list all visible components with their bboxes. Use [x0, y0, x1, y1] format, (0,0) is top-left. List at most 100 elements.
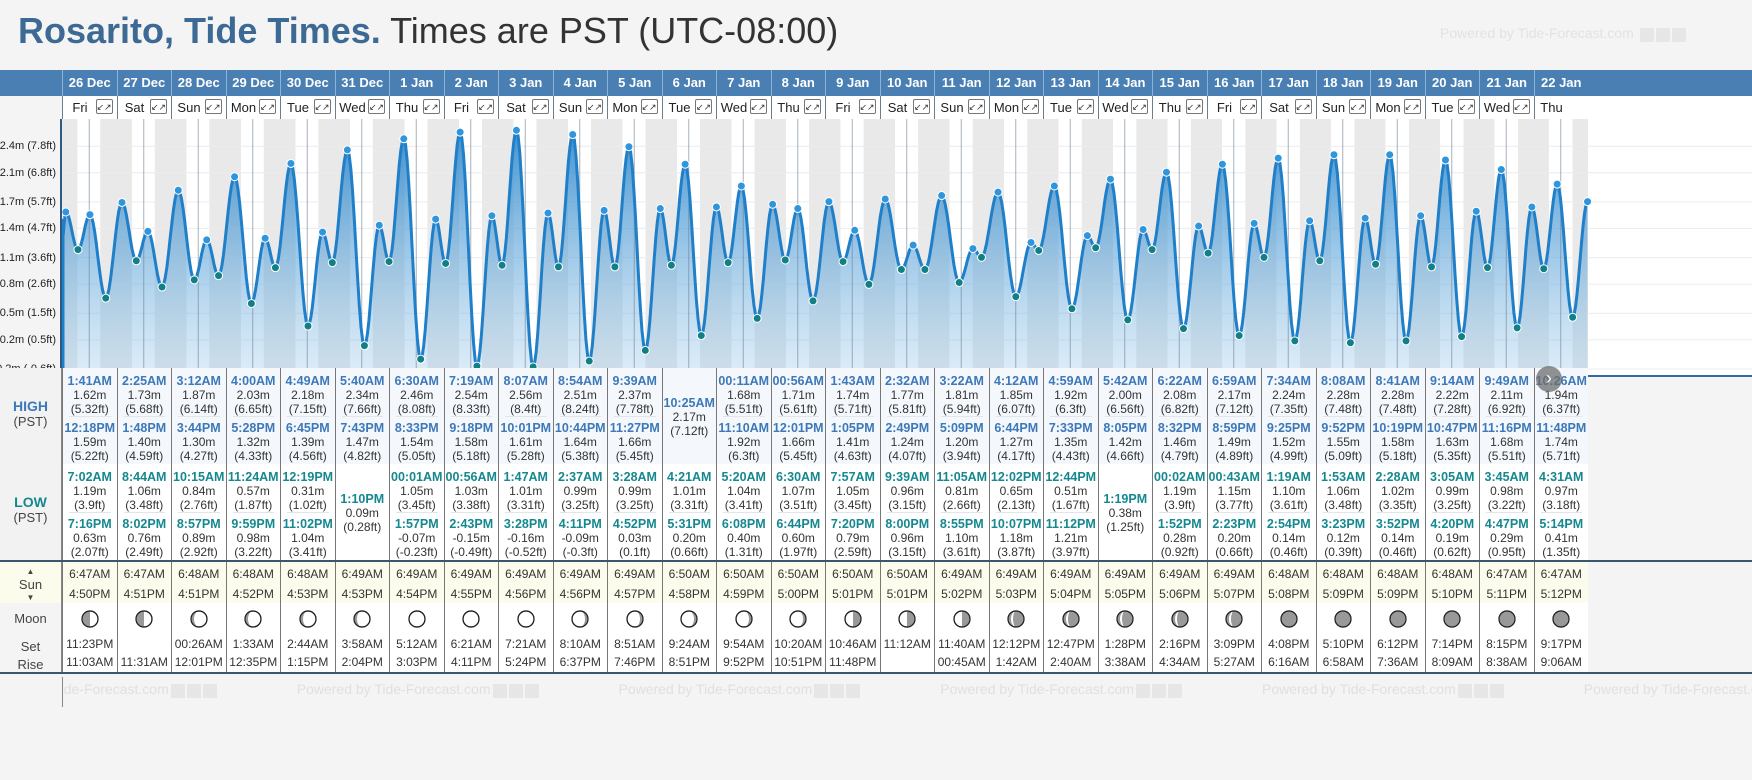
low-tide-height-ft: (2.76ft) [179, 498, 218, 512]
moonrise-time: 7:46PM [614, 655, 656, 669]
high-tide-entry: 8:32PM 1.46m (4.79ft) [1153, 421, 1207, 463]
high-tide-point [342, 145, 352, 155]
expand-day-button[interactable]: ↙↗ [804, 99, 821, 114]
sun-cell: 6:48AM 5:09PM [1315, 562, 1370, 603]
expand-day-button[interactable]: ↙↗ [1022, 99, 1039, 114]
high-tide-entry: 7:43PM 1.47m (4.82ft) [336, 421, 390, 463]
expand-day-button[interactable]: ↙↗ [150, 99, 167, 114]
moon-cell: 4:08PM 6:16AM [1261, 603, 1316, 673]
y-axis-label: 1.7m (5.7ft) [0, 195, 56, 208]
sunset-time: 5:03PM [995, 587, 1037, 601]
date-header: 14 Jan [1097, 70, 1153, 96]
high-tide-cell: 3:12AM 1.87m (6.14ft) 3:44PM 1.30m (4.27ft) [171, 368, 226, 464]
low-tide-point [1512, 323, 1522, 333]
low-tide-height-ft: (3.15ft) [888, 545, 927, 559]
expand-day-button[interactable]: ↙↗ [913, 99, 930, 114]
low-tide-point [1457, 332, 1467, 342]
moonrise-time: 8:09AM [1431, 655, 1473, 669]
expand-day-button[interactable]: ↙↗ [858, 99, 876, 114]
expand-day-button[interactable]: ↙↗ [531, 99, 549, 114]
low-tide-height-m: 1.06m [1326, 484, 1360, 498]
moonset-time: 5:12AM [396, 637, 438, 651]
high-tide-height-ft: (5.32ft) [70, 402, 109, 416]
weekday-cell: Wed ↙↗ [716, 96, 771, 119]
expand-day-button[interactable]: ↙↗ [95, 99, 113, 114]
low-tide-time: 4:47PM [1484, 517, 1529, 531]
high-tide-height-ft: (4.79ft) [1160, 449, 1199, 463]
expand-day-button[interactable]: ↙↗ [422, 99, 440, 114]
low-tide-height-m: 0.20m [672, 531, 706, 545]
expand-day-button[interactable]: ↙↗ [749, 99, 767, 114]
weekday-label: Fri [835, 100, 851, 115]
high-tide-entry: 11:48PM 1.74m (5.71ft) [1535, 421, 1589, 463]
sun-cell: 6:50AM 4:58PM [661, 562, 716, 603]
low-tide-entry: 7:57AM 1.05m (3.45ft) [826, 470, 880, 512]
entry-separator [450, 416, 492, 417]
moon-cell: 8:15PM 8:38AM [1479, 603, 1534, 673]
entry-separator [668, 512, 710, 513]
low-tide-cell: 00:43AM 1.15m (3.77ft) 2:23PM 0.20m (0.66ft) [1206, 464, 1261, 560]
low-tide-height-ft: (1.35ft) [1542, 545, 1581, 559]
expand-day-button[interactable]: ↙↗ [259, 99, 276, 114]
expand-day-button[interactable]: ↙↗ [477, 99, 494, 114]
expand-day-button[interactable]: ↙↗ [1349, 99, 1366, 114]
low-tide-entry: 4:52PM 0.03m (0.1ft) [608, 517, 662, 559]
high-tide-height-m: 1.55m [1326, 435, 1360, 449]
low-tide-height-ft: (1.25ft) [1106, 520, 1145, 534]
low-tide-height-ft: (1.02ft) [288, 498, 327, 512]
low-tide-time: 8:55PM [939, 517, 984, 531]
high-tide-height-ft: (4.56ft) [288, 449, 327, 463]
expand-day-button[interactable]: ↙↗ [1240, 99, 1257, 114]
sunrise-time: 6:49AM [505, 567, 547, 581]
low-tide-height-m: 0.79m [836, 531, 870, 545]
high-tide-entry: 3:22AM 1.81m (5.94ft) [935, 374, 989, 416]
low-tide-entry: 3:52PM 0.14m (0.46ft) [1371, 517, 1425, 559]
high-tide-height-m: 2.46m [400, 388, 434, 402]
sunrise-time: 6:48AM [1377, 567, 1419, 581]
expand-day-button[interactable]: ↙↗ [1185, 99, 1203, 114]
weekday-cell: Thu ↙↗ [770, 96, 826, 119]
expand-day-button[interactable]: ↙↗ [1512, 99, 1530, 114]
expand-icon: ↙↗ [1295, 102, 1311, 112]
high-tide-entry: 4:00AM 2.03m (6.65ft) [227, 374, 281, 416]
expand-day-button[interactable]: ↙↗ [695, 99, 712, 114]
expand-day-button[interactable]: ↙↗ [1131, 99, 1148, 114]
weekday-label: Sun [177, 100, 201, 115]
tide-curve [62, 125, 1589, 372]
sun-cell: 6:49AM 4:56PM [552, 562, 607, 603]
entry-separator [232, 512, 274, 513]
expand-day-button[interactable]: ↙↗ [204, 99, 222, 114]
expand-day-button[interactable]: ↙↗ [1403, 99, 1421, 114]
expand-day-button[interactable]: ↙↗ [1458, 99, 1475, 114]
date-header: 8 Jan [770, 70, 826, 96]
high-tide-time: 4:12AM [994, 374, 1039, 388]
expand-day-button[interactable]: ↙↗ [586, 99, 603, 114]
scroll-next-button[interactable]: › [1536, 366, 1562, 392]
high-tide-time: 8:08AM [1321, 374, 1366, 388]
moon-phase-first-quarter-icon [81, 610, 99, 628]
low-tide-height-ft: (0.39ft) [1324, 545, 1363, 559]
low-tide-time: 11:24AM [227, 470, 279, 484]
expand-day-button[interactable]: ↙↗ [368, 99, 385, 114]
high-tide-time: 4:59AM [1048, 374, 1093, 388]
sunrise-time: 6:47AM [1540, 567, 1582, 581]
sunset-time: 5:04PM [1050, 587, 1092, 601]
low-tide-entry: 2:43PM -0.15m (-0.49ft) [445, 517, 499, 559]
high-tide-height-ft: (5.71ft) [1542, 449, 1581, 463]
expand-day-button[interactable]: ↙↗ [640, 99, 658, 114]
high-tide-time: 10:19PM [1372, 421, 1424, 435]
high-tide-point [1471, 206, 1481, 216]
low-tide-height-ft: (2.92ft) [179, 545, 218, 559]
y-axis-label: 0.8m (2.6ft) [0, 278, 56, 291]
expand-day-button[interactable]: ↙↗ [313, 99, 331, 114]
high-tide-cell: 00:11AM 1.68m (5.51ft) 11:10AM 1.92m (6.3ft) [716, 368, 771, 464]
expand-day-button[interactable]: ↙↗ [1294, 99, 1312, 114]
weekday-label: Thu [395, 100, 419, 115]
moon-phase-last-quarter-icon [844, 610, 862, 628]
low-tide-height-ft: (0.28ft) [343, 520, 382, 534]
date-header: 12 Jan [988, 70, 1044, 96]
expand-day-button[interactable]: ↙↗ [967, 99, 985, 114]
high-tide-point [85, 210, 95, 220]
expand-day-button[interactable]: ↙↗ [1076, 99, 1094, 114]
high-tide-point [711, 202, 721, 212]
